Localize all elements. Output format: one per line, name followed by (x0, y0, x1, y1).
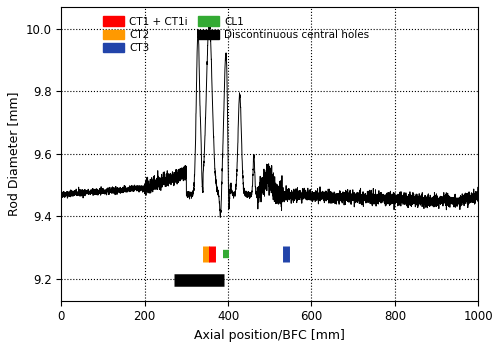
X-axis label: Axial position/BFC [mm]: Axial position/BFC [mm] (194, 329, 345, 342)
Legend: CT1 + CT1i, CT2, CT3, CL1, Discontinuous central holes: CT1 + CT1i, CT2, CT3, CL1, Discontinuous… (99, 12, 373, 58)
Y-axis label: Rod Diameter [mm]: Rod Diameter [mm] (7, 91, 20, 216)
